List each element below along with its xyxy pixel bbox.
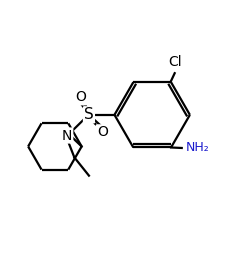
Text: NH₂: NH₂ xyxy=(186,141,210,154)
Text: N: N xyxy=(62,129,72,142)
Text: S: S xyxy=(84,107,94,122)
Text: Cl: Cl xyxy=(168,55,182,69)
Text: O: O xyxy=(97,125,108,139)
Text: O: O xyxy=(75,90,86,104)
